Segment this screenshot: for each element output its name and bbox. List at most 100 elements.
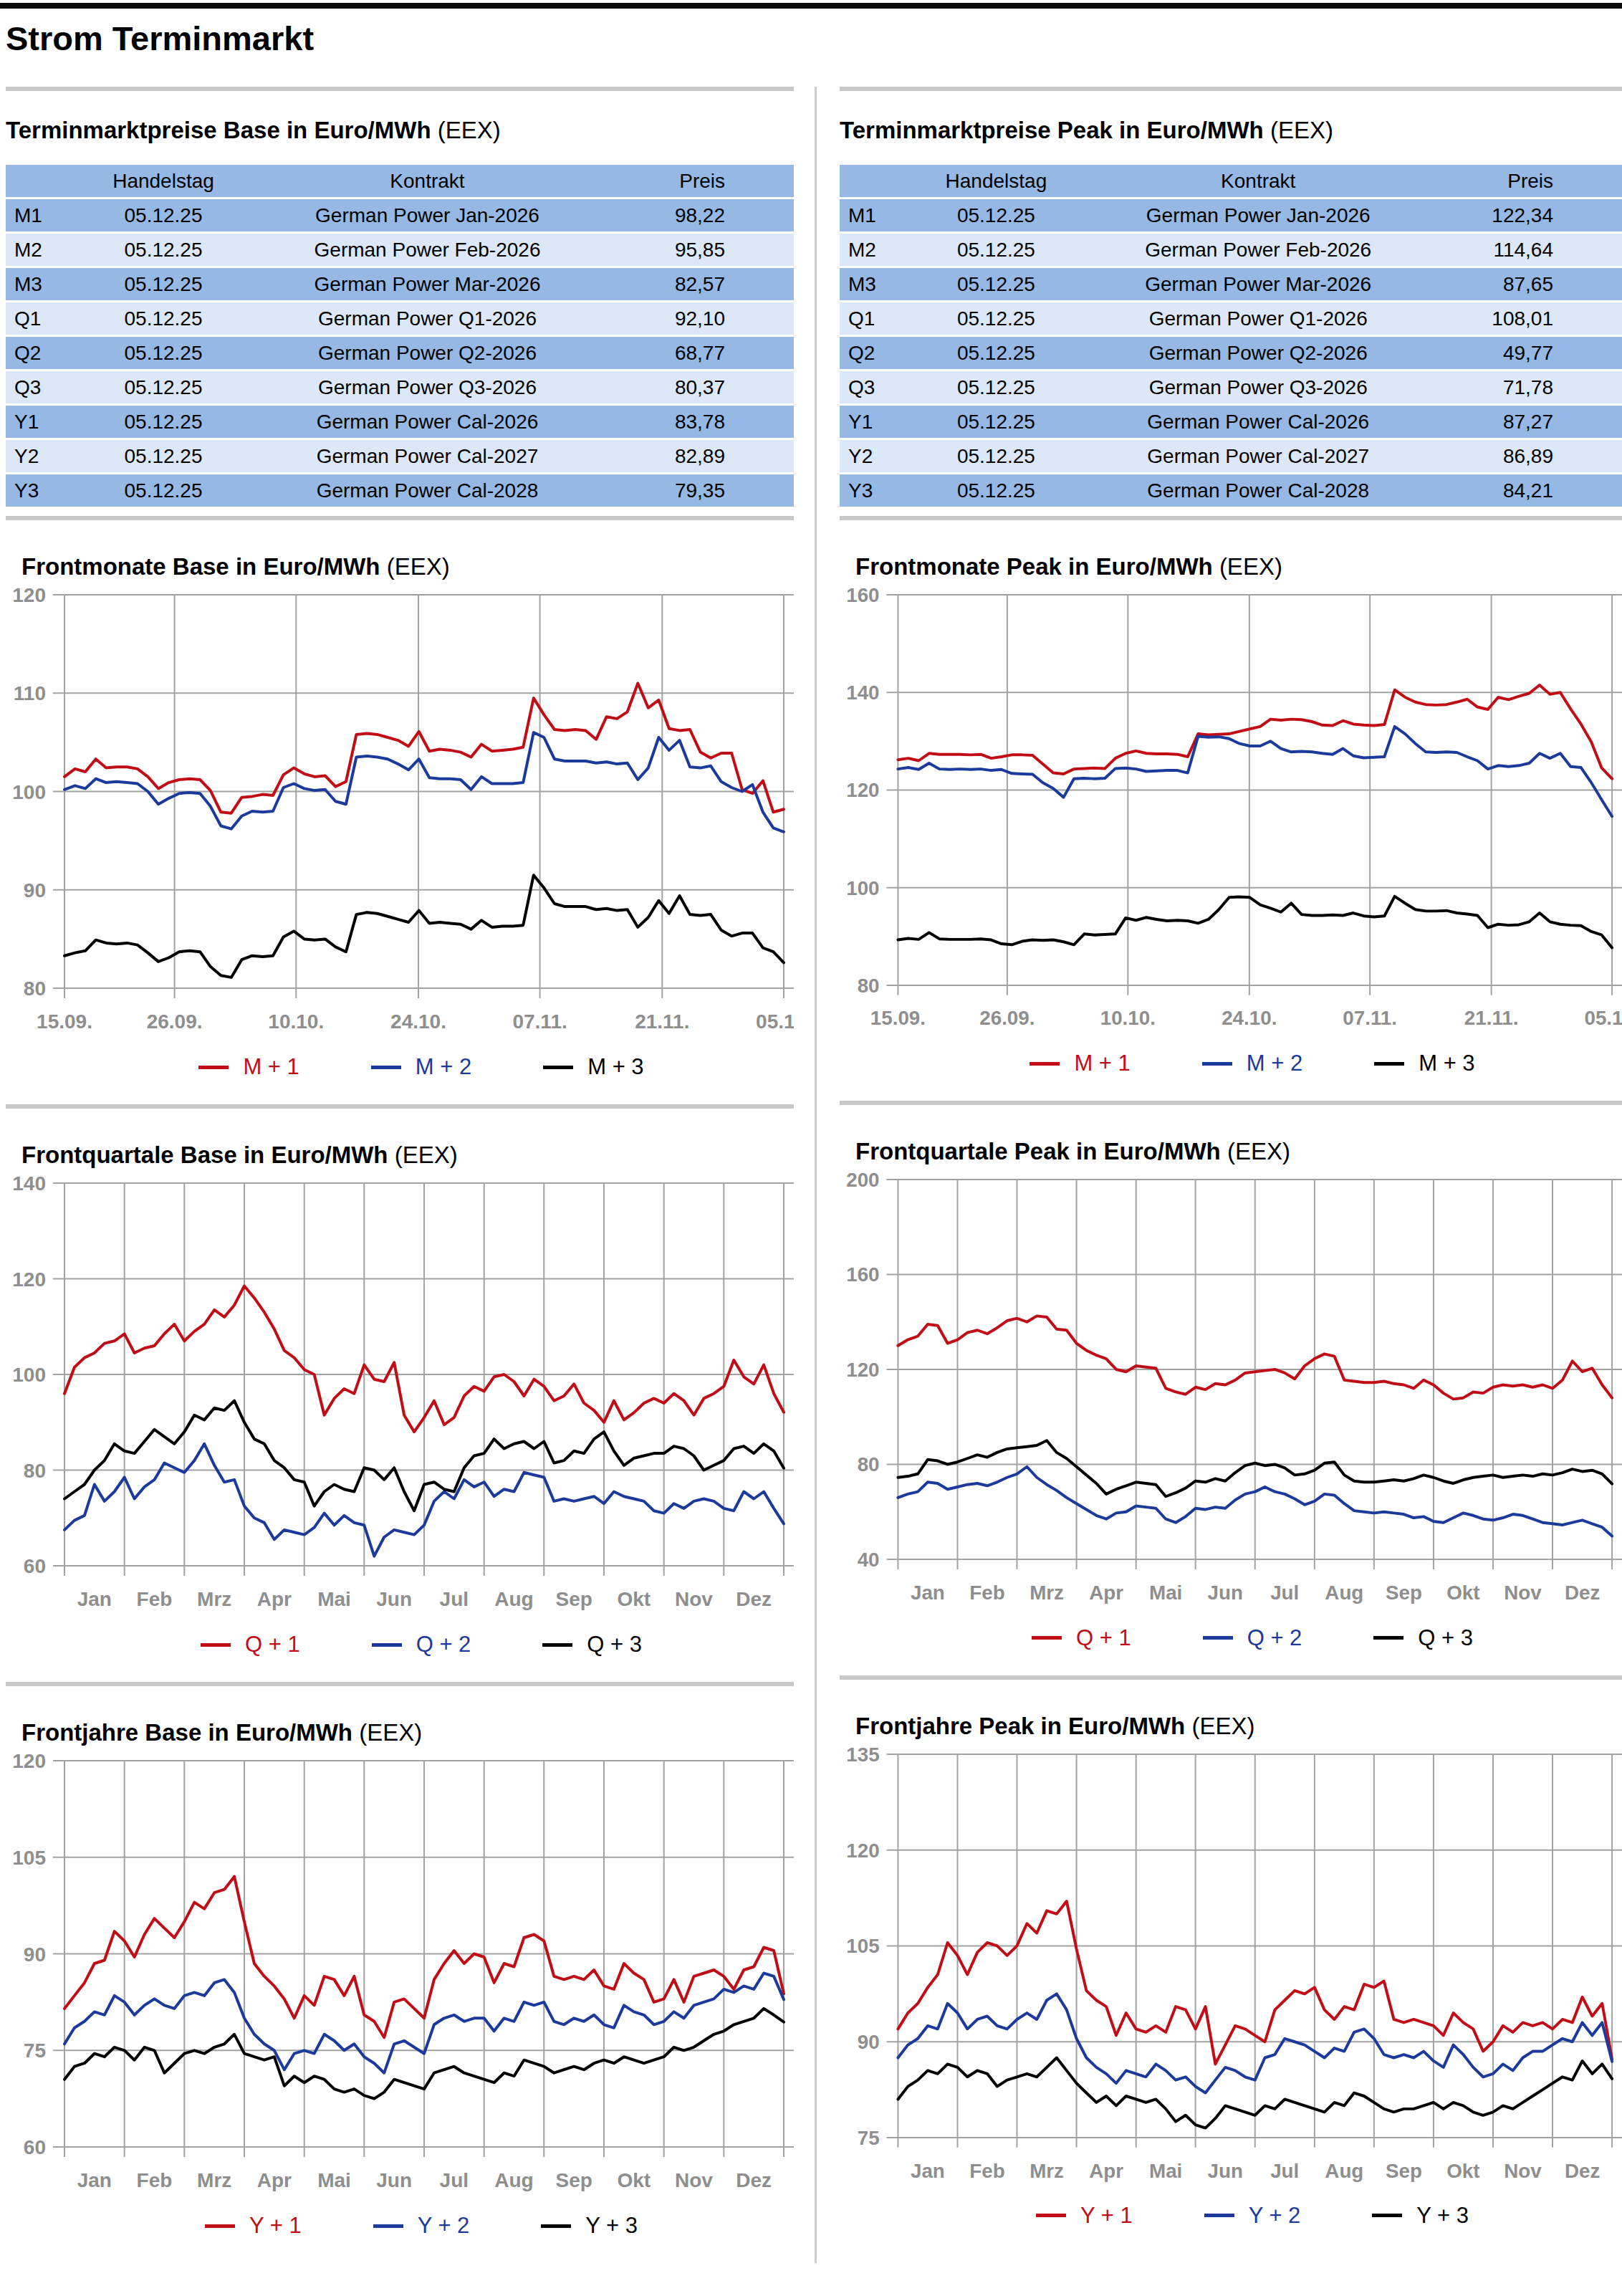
svg-text:105: 105 <box>12 1847 46 1869</box>
legend-dash-icon <box>371 1066 401 1069</box>
svg-text:200: 200 <box>846 1169 879 1191</box>
table-row: M105.12.25German Power Jan-2026122,34 <box>840 199 1622 231</box>
table-row: Q105.12.25German Power Q1-202692,10 <box>6 302 794 335</box>
table-row: M305.12.25German Power Mar-202682,57 <box>6 268 794 300</box>
svg-text:Sep: Sep <box>1386 1582 1422 1604</box>
table-cell: 05.12.25 <box>894 474 1098 507</box>
chart-frontquartale-base: 6080100120140JanFebMrzAprMaiJunJulAugSep… <box>6 1173 794 1658</box>
svg-text:Jul: Jul <box>440 2169 469 2191</box>
svg-text:Mai: Mai <box>317 1588 351 1610</box>
chart-title-frontquartale-base: Frontquartale Base in Euro/MWh (EEX) <box>21 1142 794 1169</box>
svg-text:Aug: Aug <box>1325 1582 1363 1604</box>
legend-label: M + 3 <box>587 1054 643 1080</box>
chart-title-text: Frontmonate Base in Euro/MWh <box>21 553 380 580</box>
table-cell: 05.12.25 <box>61 406 266 438</box>
chart-legend: Q + 1Q + 2Q + 3 <box>883 1625 1622 1651</box>
svg-text:Apr: Apr <box>257 2169 292 2191</box>
table-cell: Preis <box>589 165 794 197</box>
section-divider-bar <box>840 516 1622 520</box>
legend-dash-icon <box>1372 2214 1402 2217</box>
table-row: Y305.12.25German Power Cal-202884,21 <box>840 474 1622 507</box>
legend-label: Y + 2 <box>418 2213 470 2239</box>
table-cell: Y3 <box>840 474 894 507</box>
legend-item: Q + 1 <box>201 1632 300 1658</box>
legend-dash-icon <box>542 1643 572 1647</box>
table-cell: Y2 <box>840 440 894 472</box>
svg-text:Feb: Feb <box>137 2169 173 2191</box>
svg-text:80: 80 <box>24 1460 46 1482</box>
price-table: HandelstagKontraktPreisM105.12.25German … <box>840 163 1622 509</box>
chart-canvas: 8010012014016015.09.26.09.10.10.24.10.07… <box>840 585 1622 1051</box>
legend-item: M + 1 <box>1030 1051 1130 1076</box>
table-cell: Handelstag <box>894 165 1098 197</box>
table-cell: M3 <box>840 268 894 300</box>
table-title-text: Terminmarktpreise Peak in Euro/MWh <box>840 117 1264 143</box>
table-cell: 79,35 <box>589 474 794 507</box>
chart-frontjahre-peak: 7590105120135JanFebMrzAprMaiJunJulAugSep… <box>840 1744 1622 2229</box>
section-divider-bar <box>840 87 1622 91</box>
page-title: Strom Terminmarkt <box>6 19 1622 58</box>
legend-label: M + 2 <box>416 1054 471 1080</box>
chart-title-text: Frontmonate Peak in Euro/MWh <box>855 553 1213 580</box>
svg-text:Jan: Jan <box>77 1588 112 1610</box>
section-divider-bar <box>6 1104 794 1109</box>
chart-canvas: 4080120160200JanFebMrzAprMaiJunJulAugSep… <box>840 1169 1622 1625</box>
table-cell: 95,85 <box>589 234 794 266</box>
table-cell: German Power Mar-2026 <box>266 268 589 300</box>
chart-frontmonate-peak: 8010012014016015.09.26.09.10.10.24.10.07… <box>840 585 1622 1076</box>
legend-label: Q + 1 <box>245 1632 300 1658</box>
section-frontmonate-base: Frontmonate Base in Euro/MWh (EEX) 80901… <box>6 516 794 1080</box>
chart-title-suffix: (EEX) <box>1191 1713 1254 1739</box>
content: Terminmarktpreise Base in Euro/MWh (EEX)… <box>0 87 1622 2263</box>
table-row: Y105.12.25German Power Cal-202683,78 <box>6 406 794 438</box>
table-cell: German Power Q2-2026 <box>266 337 589 369</box>
table-cell: German Power Cal-2027 <box>266 440 589 472</box>
table-cell: M2 <box>840 234 894 266</box>
legend-dash-icon <box>1374 1062 1404 1066</box>
table-row: Y305.12.25German Power Cal-202879,35 <box>6 474 794 507</box>
chart-legend: Q + 1Q + 2Q + 3 <box>49 1632 794 1658</box>
table-row: Y105.12.25German Power Cal-202687,27 <box>840 406 1622 438</box>
chart-title-suffix: (EEX) <box>359 1719 422 1746</box>
svg-text:Jan: Jan <box>77 2169 112 2191</box>
svg-text:07.11.: 07.11. <box>512 1010 567 1033</box>
svg-text:Jun: Jun <box>376 1588 412 1610</box>
svg-text:90: 90 <box>858 2031 880 2053</box>
chart-frontmonate-base: 809010011012015.09.26.09.10.10.24.10.07.… <box>6 585 794 1080</box>
svg-text:Sep: Sep <box>556 1588 592 1610</box>
table-cell <box>6 165 61 197</box>
table-cell: 108,01 <box>1419 302 1622 335</box>
table-title-suffix: (EEX) <box>1270 117 1333 143</box>
chart-title-frontmonate-peak: Frontmonate Peak in Euro/MWh (EEX) <box>855 553 1622 580</box>
table-cell: 114,64 <box>1419 234 1622 266</box>
chart-title-frontquartale-peak: Frontquartale Peak in Euro/MWh (EEX) <box>855 1138 1622 1165</box>
table-cell: German Power Jan-2026 <box>266 199 589 231</box>
svg-text:100: 100 <box>12 781 46 803</box>
column-divider <box>815 87 817 2263</box>
svg-text:Nov: Nov <box>675 1588 713 1610</box>
chart-title-text: Frontjahre Peak in Euro/MWh <box>855 1713 1185 1739</box>
svg-text:Apr: Apr <box>1089 2159 1123 2181</box>
legend-label: Y + 1 <box>249 2213 302 2239</box>
legend-label: M + 1 <box>243 1054 299 1080</box>
legend-item: Q + 3 <box>1373 1625 1473 1651</box>
table-cell: 05.12.25 <box>61 302 266 335</box>
legend-label: Q + 2 <box>416 1632 471 1658</box>
legend-dash-icon <box>1202 1062 1232 1066</box>
svg-text:Nov: Nov <box>1504 2159 1542 2181</box>
svg-text:Mrz: Mrz <box>1030 2159 1064 2181</box>
table-cell: 49,77 <box>1419 337 1622 369</box>
svg-text:Jun: Jun <box>1208 2159 1243 2181</box>
table-cell: 122,34 <box>1419 199 1622 231</box>
table-title-suffix: (EEX) <box>438 117 501 143</box>
table-cell: 83,78 <box>589 406 794 438</box>
table-cell: Preis <box>1419 165 1622 197</box>
svg-text:160: 160 <box>846 1264 879 1286</box>
legend-dash-icon <box>1373 1636 1403 1640</box>
table-cell: 05.12.25 <box>894 371 1098 403</box>
table-cell: German Power Q3-2026 <box>266 371 589 403</box>
svg-text:26.09.: 26.09. <box>979 1007 1035 1029</box>
chart-legend: Y + 1Y + 2Y + 3 <box>883 2203 1622 2229</box>
svg-text:15.09.: 15.09. <box>37 1010 92 1033</box>
section-divider-bar <box>6 516 794 520</box>
